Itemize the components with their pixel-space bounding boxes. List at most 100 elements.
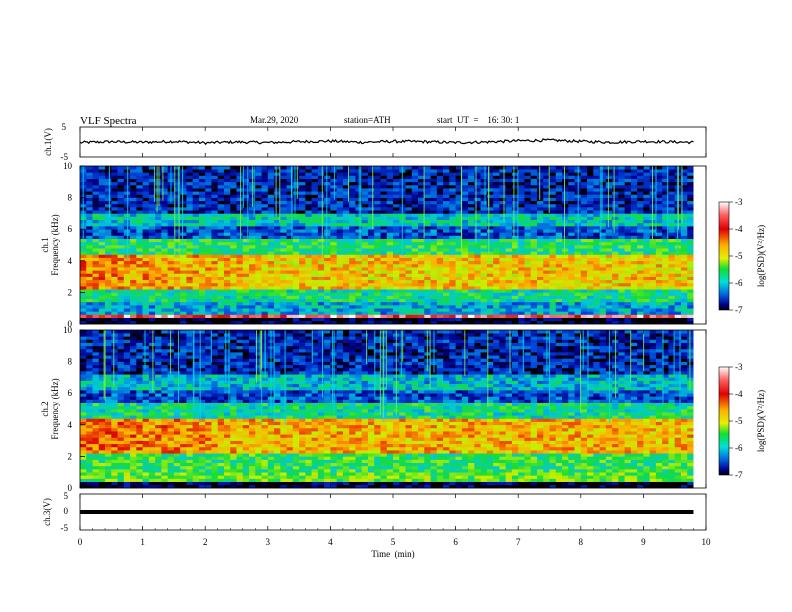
- spectrogram-cell: [130, 188, 137, 192]
- spectrogram-cell: [574, 305, 582, 309]
- spectrogram-cell: [367, 314, 375, 318]
- spectrogram-cell: [536, 282, 544, 287]
- spectrogram-cell: [230, 235, 237, 239]
- spectrogram-cell: [612, 289, 619, 293]
- spectrogram-cell: [630, 200, 638, 205]
- spectrogram-cell: [330, 188, 337, 192]
- spectrogram-cell: [367, 282, 375, 287]
- spectrogram-cell: [192, 273, 200, 277]
- spectrogram-cell: [668, 238, 675, 243]
- sferic-streak: [601, 166, 603, 221]
- spectrogram-cell: [505, 166, 513, 170]
- spectrogram-cell: [217, 210, 225, 214]
- spectrogram-cell: [411, 226, 419, 230]
- spectrogram-cell: [480, 267, 488, 271]
- spectrogram-cell: [274, 267, 281, 271]
- spectrogram-cell: [167, 238, 175, 243]
- spectrogram-cell: [468, 178, 475, 183]
- spectrogram-cell: [424, 191, 431, 195]
- spectrogram-cell: [474, 289, 481, 293]
- spectrogram-cell: [549, 308, 557, 312]
- spectrogram-cell: [680, 210, 688, 214]
- spectrogram-cell: [630, 226, 638, 230]
- spectrogram-cell: [148, 273, 156, 277]
- spectrogram-cell: [393, 248, 400, 252]
- spectrogram-cell: [474, 213, 481, 217]
- spectrogram-cell: [536, 286, 544, 290]
- spectrogram-cell: [499, 197, 506, 202]
- spectrogram-cell: [286, 175, 294, 179]
- spectrogram-cell: [424, 178, 431, 183]
- spectrogram-cell: [543, 235, 550, 239]
- spectrogram-cell: [405, 254, 413, 258]
- spectrogram-cell: [536, 248, 544, 252]
- spectrogram-cell: [555, 166, 563, 170]
- spectrogram-cell: [455, 270, 463, 274]
- spectrogram-cell: [105, 216, 112, 221]
- spectrogram-cell: [687, 267, 694, 271]
- spectrogram-cell: [549, 226, 557, 230]
- spectrogram-cell: [612, 194, 619, 198]
- spectrogram-cell: [380, 184, 388, 189]
- spectrogram-cell: [167, 270, 175, 274]
- spectrogram-cell: [136, 181, 143, 186]
- spectrogram-cell: [155, 305, 162, 309]
- spectrogram-cell: [505, 248, 513, 252]
- spectrogram-cell: [430, 219, 438, 224]
- spectrogram-cell: [618, 320, 625, 325]
- spectrogram-cell: [255, 254, 262, 258]
- spectrogram-cell: [280, 229, 287, 233]
- spectrogram-cell: [155, 298, 162, 303]
- spectrogram-cell: [261, 305, 269, 309]
- spectrogram-cell: [355, 263, 362, 268]
- spectrogram-cell: [111, 194, 118, 198]
- spectrogram-cell: [98, 172, 106, 176]
- spectrogram-cell: [380, 314, 388, 318]
- spectrogram-cell: [505, 210, 513, 214]
- spectrogram-cell: [630, 222, 638, 227]
- spectrogram-cell: [605, 210, 613, 214]
- spectrogram-cell: [605, 248, 613, 252]
- spectrogram-cell: [593, 263, 600, 268]
- spectrogram-cell: [461, 219, 469, 224]
- spectrogram-cell: [280, 263, 287, 268]
- spectrogram-cell: [543, 203, 550, 208]
- spectrogram-cell: [461, 200, 469, 205]
- spectrogram-cell: [411, 184, 419, 189]
- spectrogram-cell: [543, 175, 550, 179]
- spectrogram-cell: [180, 207, 187, 211]
- spectrogram-cell: [443, 317, 450, 322]
- spectrogram-cell: [374, 301, 381, 306]
- spectrogram-cell: [411, 314, 419, 318]
- spectrogram-cell: [486, 320, 494, 325]
- spectrogram-cell: [549, 289, 557, 293]
- spectrogram-cell: [305, 257, 312, 262]
- spectrogram-cell: [280, 305, 287, 309]
- spectrogram-cell: [655, 257, 663, 262]
- spectrogram-cell: [418, 308, 425, 312]
- spectrogram-cell: [612, 207, 619, 211]
- spectrogram-cell: [549, 216, 557, 221]
- spectrogram-cell: [261, 175, 269, 179]
- spectrogram-cell: [86, 210, 93, 214]
- spectrogram-cell: [230, 191, 237, 195]
- spectrogram-cell: [180, 308, 187, 312]
- spectrogram-cell: [98, 289, 106, 293]
- spectrogram-cell: [267, 229, 275, 233]
- spectrogram-cell: [530, 222, 538, 227]
- spectrogram-cell: [136, 241, 143, 246]
- spectrogram-cell: [637, 232, 644, 236]
- spectrogram-cell: [680, 276, 688, 281]
- spectrogram-cell: [511, 235, 519, 239]
- spectrogram-cell: [180, 166, 187, 170]
- spectrogram-cell: [342, 184, 350, 189]
- spectrogram-cell: [192, 207, 200, 211]
- spectrogram-cell: [186, 191, 193, 195]
- spectrogram-cell: [618, 197, 625, 202]
- spectrogram-cell: [643, 298, 650, 303]
- spectrogram-cell: [180, 222, 187, 227]
- spectrogram-cell: [299, 270, 306, 274]
- spectrogram-cell: [349, 308, 356, 312]
- spectrogram-cell: [155, 251, 162, 255]
- spectrogram-cell: [255, 175, 262, 179]
